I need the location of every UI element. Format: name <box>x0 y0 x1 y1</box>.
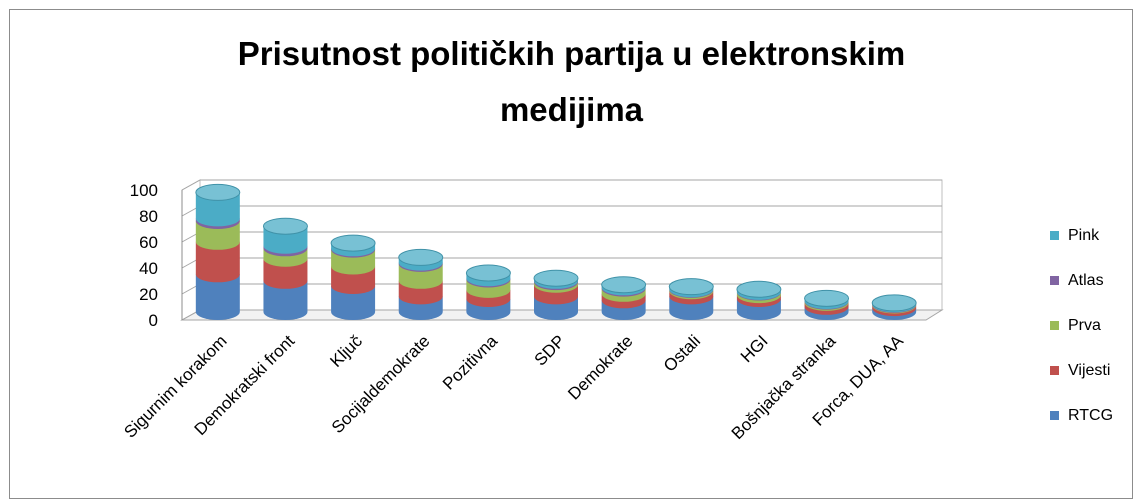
bar-vijesti <box>263 258 308 289</box>
bar-rtcg <box>263 280 308 320</box>
legend-swatch <box>1050 276 1059 285</box>
bar-top <box>871 294 917 312</box>
bar-top <box>804 289 850 307</box>
bar-top <box>262 217 308 235</box>
x-tick-label: Pozitivna <box>439 331 502 394</box>
y-tick-label: 0 <box>149 311 158 330</box>
bar-top <box>465 264 511 282</box>
legend-swatch <box>1050 411 1059 420</box>
bar-top <box>398 248 444 266</box>
legend-swatch <box>1050 366 1059 375</box>
legend-label: Vijesti <box>1068 362 1110 379</box>
chart-title-line-1: Prisutnost političkih partija u elektron… <box>237 35 906 72</box>
x-tick-label: Demokrate <box>564 331 636 403</box>
legend-label: RTCG <box>1068 407 1113 424</box>
bar-top <box>601 276 647 294</box>
y-tick-label: 40 <box>139 259 158 278</box>
bar-vijesti <box>195 241 240 283</box>
legend-label: Pink <box>1068 227 1100 244</box>
x-tick-label: Ostali <box>660 331 704 375</box>
legend-label: Prva <box>1068 317 1101 334</box>
bar-top <box>736 280 782 298</box>
x-tick-label: Ključ <box>326 331 366 371</box>
x-tick-label: HGI <box>737 331 772 366</box>
y-tick-label: 80 <box>139 207 158 226</box>
bar-rtcg <box>331 286 376 320</box>
bar-prva <box>195 221 240 250</box>
chart-title-line-2: medijima <box>499 91 644 128</box>
bar-pink <box>195 192 240 227</box>
bar-rtcg <box>195 274 240 320</box>
y-tick-label: 100 <box>130 181 158 200</box>
bar-top <box>668 278 714 296</box>
y-tick-label: 60 <box>139 233 158 252</box>
x-tick-label: SDP <box>531 331 569 369</box>
legend-label: Atlas <box>1068 272 1104 289</box>
bar-top <box>195 183 241 201</box>
chart-title: Prisutnost političkih partija u elektron… <box>0 26 1143 138</box>
legend-swatch <box>1050 321 1059 330</box>
bar-top <box>330 234 376 252</box>
legend-swatch <box>1050 231 1059 240</box>
gridline-side <box>181 179 201 191</box>
bar-top <box>533 269 579 287</box>
y-tick-label: 20 <box>139 285 158 304</box>
